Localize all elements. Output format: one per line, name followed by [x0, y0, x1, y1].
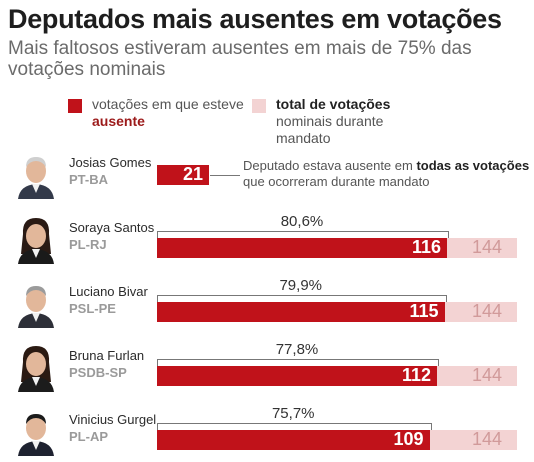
percent-bracket [157, 295, 447, 302]
bar-absent [157, 238, 447, 258]
bar-absent [157, 165, 209, 185]
absent-value-label: 21 [182, 164, 203, 184]
avatar-photo [18, 286, 54, 328]
chart-title: Deputados mais ausentes em votações [8, 4, 502, 34]
legend-label-total: total de votações nominais durante manda… [276, 96, 391, 146]
legend-swatch-absent [68, 99, 82, 113]
bar-absent [157, 366, 437, 386]
percent-label: 75,7% [271, 405, 315, 422]
percent-label: 80,6% [280, 213, 324, 230]
deputy-name: Soraya Santos [69, 220, 155, 235]
percent-bracket [157, 231, 449, 238]
total-value-label: 144 [471, 365, 503, 385]
deputy-name: Luciano Bivar [69, 284, 148, 299]
deputy-party: PL-RJ [69, 237, 107, 252]
deputy-party: PL-AP [69, 429, 108, 444]
avatar-photo [18, 414, 54, 456]
avatar-photo [18, 157, 54, 199]
absent-value-label: 116 [411, 237, 441, 257]
bar-absent [157, 430, 430, 450]
percent-bracket [157, 423, 432, 430]
legend-swatch-total [252, 99, 266, 113]
bar-absent [157, 302, 445, 322]
total-value-label: 144 [471, 301, 503, 321]
absent-value-label: 112 [401, 365, 431, 385]
legend-item-total: total de votações nominais durante manda… [252, 96, 436, 147]
legend-label-absent: votações em que esteve ausente [92, 96, 244, 129]
chart-subtitle: Mais faltosos estiveram ausentes em mais… [8, 38, 472, 80]
deputy-party: PT-BA [69, 172, 108, 187]
percent-label: 77,8% [275, 341, 319, 358]
note-text: Deputado estava ausente em todas as vota… [243, 158, 530, 189]
total-value-label: 144 [471, 429, 503, 449]
deputy-party: PSDB-SP [69, 365, 127, 380]
avatar-photo [18, 346, 54, 392]
total-value-label: 144 [471, 237, 503, 257]
legend-item-absent: votações em que esteve ausente [68, 96, 252, 130]
percent-label: 79,9% [279, 277, 323, 294]
note-connector [210, 175, 240, 176]
deputy-name: Bruna Furlan [69, 348, 145, 363]
absent-value-label: 109 [393, 429, 424, 449]
absent-value-label: 115 [409, 301, 439, 321]
legend: votações em que esteve ausente total de … [0, 96, 534, 146]
deputy-name: Vinicius Gurgel [69, 412, 157, 427]
avatar-photo [18, 218, 54, 264]
deputy-name: Josias Gomes [69, 155, 152, 170]
deputy-party: PSL-PE [69, 301, 116, 316]
percent-bracket [157, 359, 439, 366]
